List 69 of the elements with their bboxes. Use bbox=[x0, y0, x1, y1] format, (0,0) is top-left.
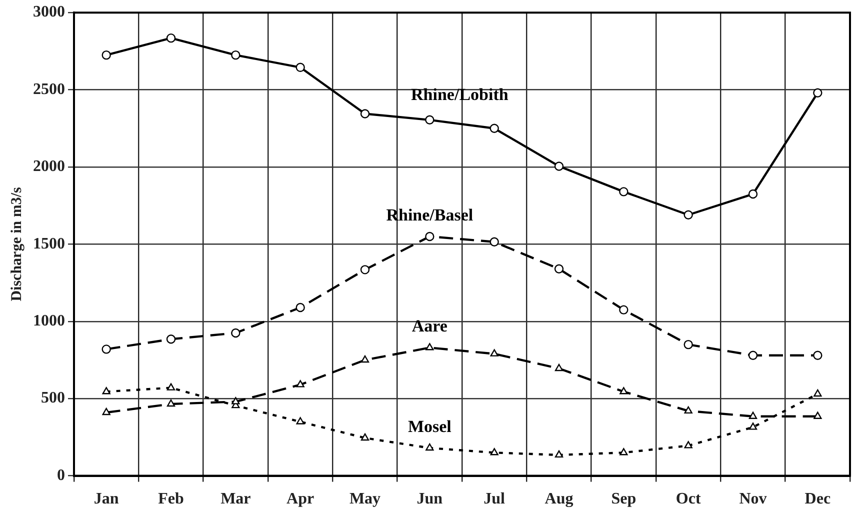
point bbox=[102, 50, 111, 60]
y-tick-label: 500 bbox=[41, 390, 65, 407]
x-tick-label: Feb bbox=[158, 490, 184, 508]
point bbox=[425, 115, 434, 125]
point bbox=[554, 450, 564, 458]
x-tick-label: Jan bbox=[94, 490, 119, 508]
x-tick-label: Mar bbox=[220, 490, 251, 508]
point bbox=[813, 350, 822, 360]
point bbox=[102, 344, 111, 354]
x-tick-label: May bbox=[349, 490, 381, 508]
point bbox=[360, 433, 370, 441]
x-tick-label: Sep bbox=[611, 490, 636, 508]
point bbox=[166, 33, 176, 43]
point bbox=[684, 340, 693, 350]
point bbox=[490, 124, 499, 133]
point bbox=[554, 264, 564, 274]
point bbox=[360, 355, 370, 363]
point bbox=[102, 408, 110, 416]
x-tick-label: Dec bbox=[804, 490, 831, 508]
y-tick-label: 2000 bbox=[33, 158, 65, 176]
point bbox=[232, 397, 240, 404]
point bbox=[554, 162, 564, 171]
point bbox=[425, 232, 434, 242]
point bbox=[360, 265, 370, 274]
point bbox=[620, 448, 628, 456]
point bbox=[490, 448, 498, 456]
point bbox=[296, 417, 304, 424]
point bbox=[684, 406, 692, 414]
series-label: Aare bbox=[412, 316, 448, 336]
point bbox=[166, 383, 176, 390]
point bbox=[748, 350, 758, 360]
point bbox=[748, 189, 758, 199]
series-label: Mosel bbox=[408, 416, 452, 436]
y-tick-label: 0 bbox=[57, 466, 65, 484]
y-tick-label: 1000 bbox=[33, 312, 65, 330]
point bbox=[102, 387, 110, 394]
point bbox=[296, 302, 305, 312]
point bbox=[360, 109, 370, 118]
point bbox=[296, 62, 305, 72]
point bbox=[166, 334, 176, 344]
point bbox=[426, 443, 434, 451]
point bbox=[426, 343, 434, 350]
point bbox=[748, 412, 758, 419]
x-tick-label: Jun bbox=[416, 490, 443, 508]
point bbox=[490, 237, 499, 246]
point bbox=[554, 364, 564, 372]
point bbox=[748, 422, 758, 430]
x-tick-label: Apr bbox=[286, 490, 314, 508]
x-tick-label: Aug bbox=[544, 490, 574, 508]
point bbox=[684, 441, 692, 448]
point bbox=[231, 328, 240, 338]
x-tick-label: Nov bbox=[739, 490, 767, 508]
y-tick-label: 2500 bbox=[33, 80, 65, 98]
x-tick-label: Jul bbox=[484, 490, 506, 508]
y-tick-label: 3000 bbox=[33, 4, 65, 21]
point bbox=[619, 187, 628, 196]
point bbox=[166, 399, 176, 407]
point bbox=[814, 412, 822, 419]
point bbox=[814, 389, 822, 397]
point bbox=[620, 387, 628, 394]
point bbox=[619, 305, 628, 314]
point bbox=[231, 50, 240, 60]
point bbox=[813, 88, 822, 98]
point bbox=[296, 380, 304, 388]
y-axis-title: Discharge in m3/s bbox=[8, 186, 25, 302]
point bbox=[684, 210, 693, 220]
y-tick-label: 1500 bbox=[33, 235, 65, 252]
x-tick-label: Oct bbox=[676, 490, 702, 508]
point bbox=[490, 349, 498, 356]
